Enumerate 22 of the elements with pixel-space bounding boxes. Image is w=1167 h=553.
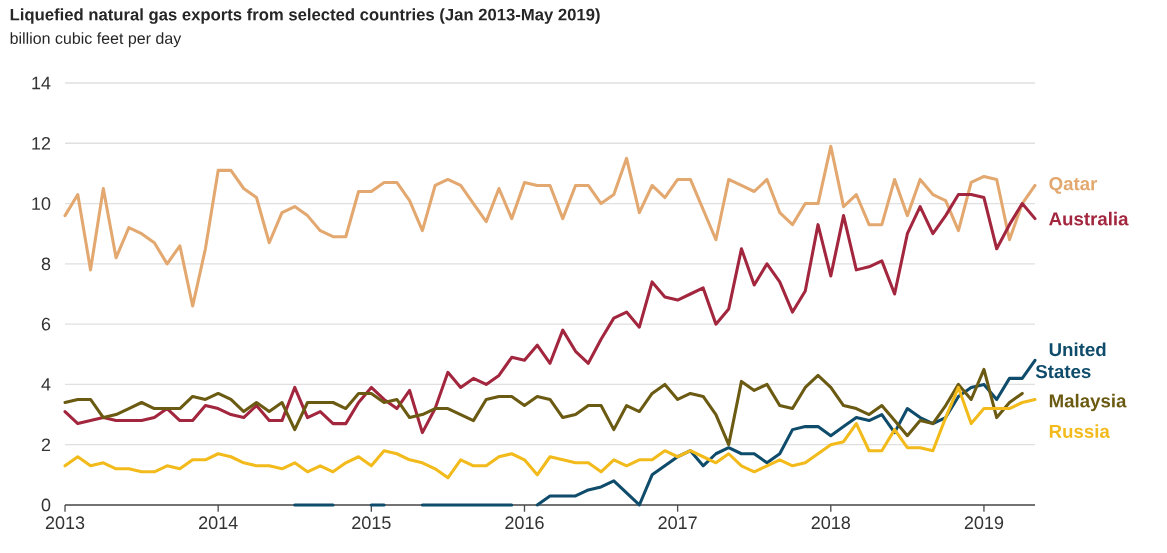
x-tick-label: 2018 [811,516,851,530]
x-tick-label: 2017 [658,516,697,530]
y-tick-label: 0 [41,498,51,512]
series-label: Malaysia [1049,393,1127,412]
x-tick-label: 2014 [199,516,238,530]
y-tick-label: 6 [41,317,51,331]
y-tick-label: 14 [32,76,51,90]
y-tick-label: 2 [41,438,51,451]
x-tick-label: 2016 [505,516,544,530]
series-label: Australia [1049,211,1129,226]
y-tick-label: 10 [32,197,51,210]
series-label: Russia [1049,424,1110,438]
x-tick-label: 2013 [45,516,85,530]
series-label: Qatar [1049,177,1098,194]
y-axis-title: billion cubic feet per day [10,32,182,48]
y-tick-label: 8 [41,257,51,271]
x-tick-label: 2019 [964,516,1004,530]
x-tick-label: 2015 [352,516,391,530]
chart-title: Liquefied natural gas exports from selected countries (Jan 2013-May 2019) [10,8,600,24]
y-tick-label: 12 [32,136,51,150]
y-tick-label: 4 [41,378,51,391]
series-label: United States [1035,342,1106,379]
